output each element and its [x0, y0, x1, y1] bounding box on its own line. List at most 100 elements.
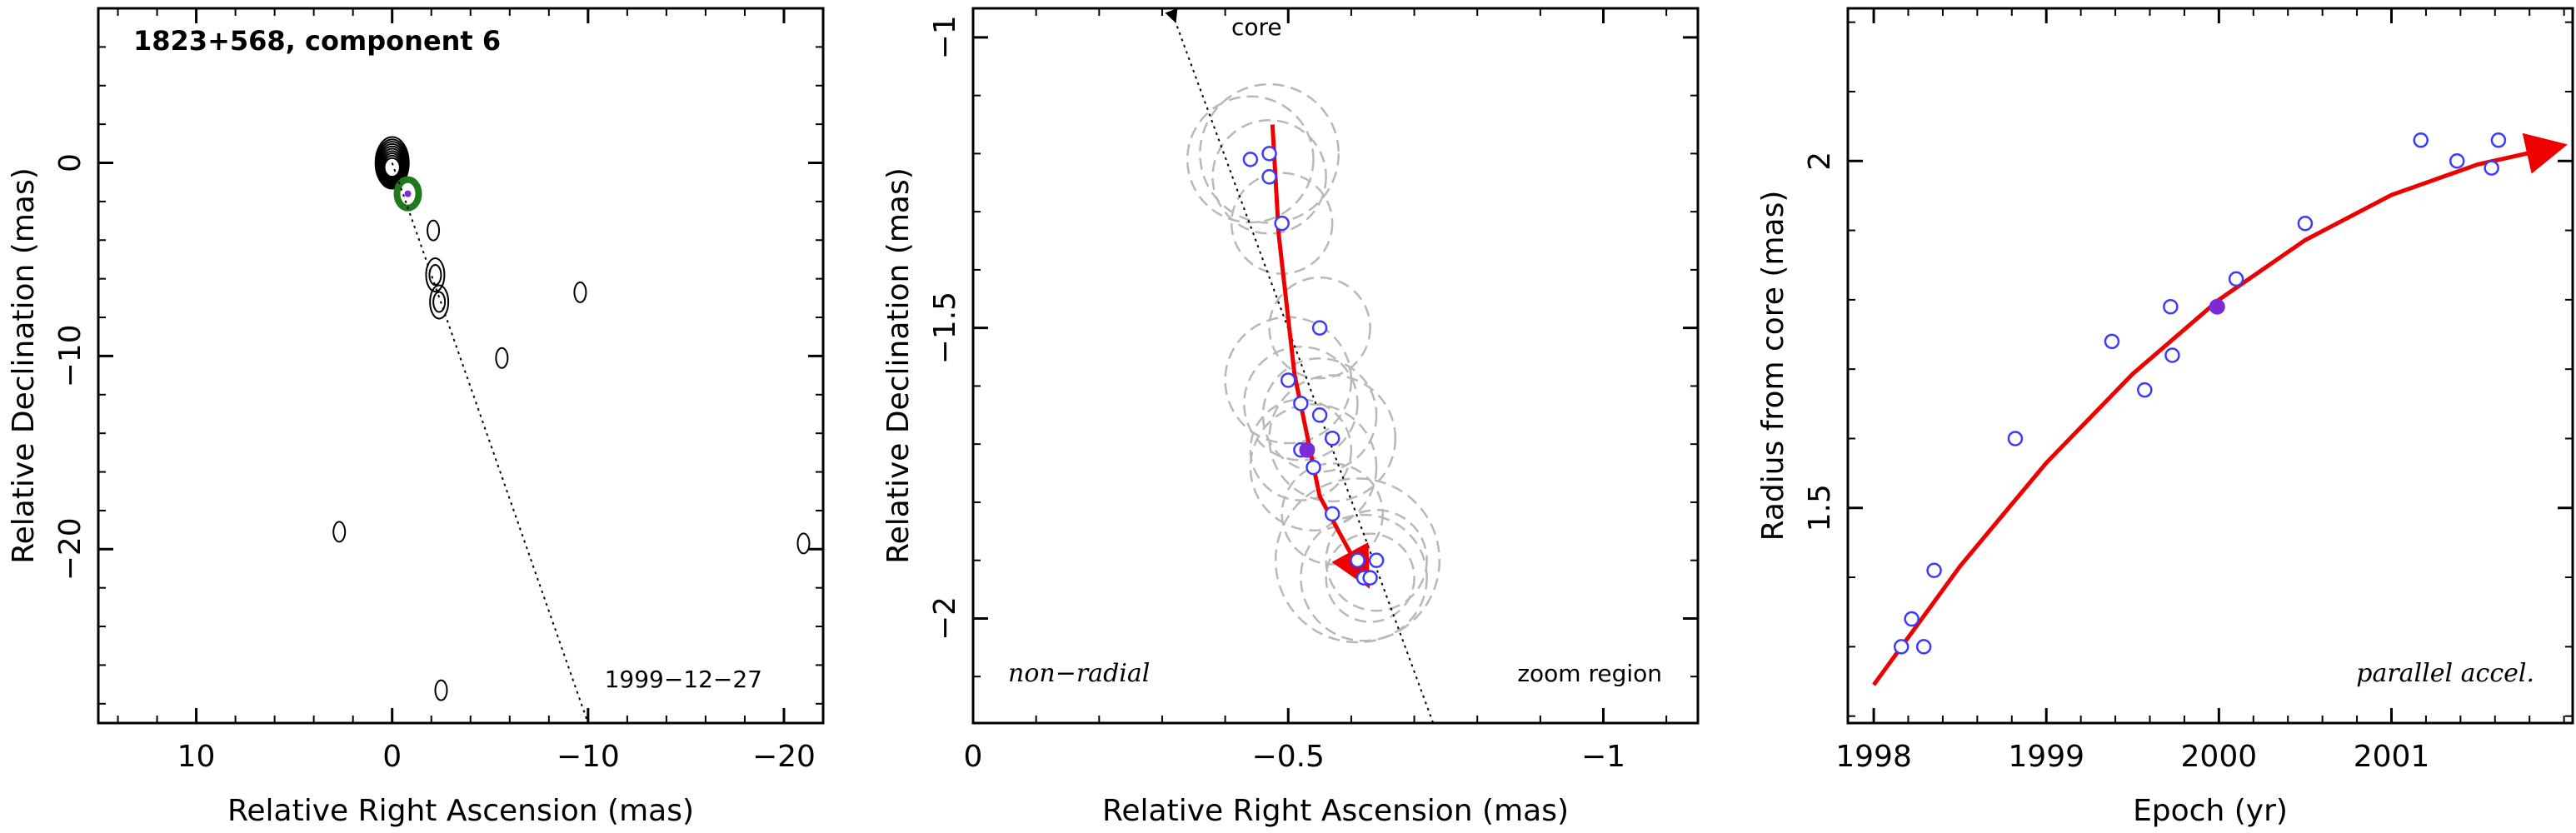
contour-ring: [377, 142, 407, 186]
data-point: [2164, 347, 2180, 363]
contour-ring: [382, 154, 402, 179]
data-point: [2137, 382, 2153, 398]
xtick-label: 0: [382, 740, 402, 774]
contour-ring: [573, 281, 587, 303]
xtick-label: 2000: [2181, 740, 2258, 774]
contour-ring: [429, 284, 450, 320]
contour-ring: [380, 150, 404, 182]
panel-2-ylabel: Relative Declination (mas): [881, 167, 916, 564]
panel-3-frame: [1846, 7, 2574, 725]
panel-3-xlabel: Epoch (yr): [2133, 794, 2288, 828]
ytick-label: 0: [53, 153, 87, 172]
contour-ring: [383, 157, 401, 178]
data-point: [1311, 407, 1328, 423]
panel-2-points: [1242, 146, 1385, 586]
panel-3-points: [1893, 132, 2507, 655]
contour-ring: [382, 152, 403, 181]
contour-ring: [495, 347, 509, 369]
xtick-label: 1999: [2008, 740, 2084, 774]
error-circle: [1274, 477, 1441, 644]
panel-3-ticks: 1998 1999 2000 2001 1.5 2: [1803, 8, 2573, 774]
xtick-label: 0: [964, 740, 983, 774]
error-circle: [1268, 276, 1371, 380]
panel-1-contour-map: 10 0 −10 −20 0 −10 −20 1823+568, component 6 1…: [7, 7, 825, 828]
highlighted-data-point: [2209, 298, 2225, 315]
data-point: [1926, 562, 1942, 578]
panel-3-plot-area: [1872, 132, 2568, 686]
data-point: [2297, 215, 2314, 232]
panel-1-ylabel: Relative Declination (mas): [7, 167, 41, 564]
ytick-label: −20: [53, 517, 87, 581]
panel-2-zoom-region: 0 −0.5 −1 −1 −1.5 −2 core non−radial zoom reg…: [881, 7, 1700, 828]
ytick-label: 1.5: [1803, 484, 1837, 531]
xtick-label: −20: [752, 740, 816, 774]
contour-ring: [428, 264, 442, 287]
contour-ring: [332, 521, 347, 543]
error-circle: [1249, 403, 1378, 531]
component-position-marker: [404, 190, 412, 197]
panel-3-fit-curve: [1872, 132, 2568, 686]
data-point: [1904, 611, 1920, 627]
contour-ring: [432, 291, 447, 313]
data-point: [2007, 431, 2024, 446]
data-point: [1305, 459, 1321, 476]
xtick-label: −0.5: [1252, 740, 1325, 774]
data-point: [2449, 153, 2465, 169]
data-point: [1324, 506, 1340, 522]
data-point: [1281, 372, 1296, 388]
contour-ring: [375, 138, 409, 188]
error-circle: [1186, 95, 1315, 224]
error-circle: [1325, 508, 1428, 612]
data-point: [1274, 215, 1290, 232]
xtick-label: −1: [1581, 740, 1625, 774]
contour-ring: [374, 136, 410, 190]
panel-1-xlabel: Relative Right Ascension (mas): [227, 794, 694, 828]
xtick-label: −10: [557, 740, 620, 774]
data-point: [1311, 320, 1328, 336]
panel-1-date-annotation: 1999−12−27: [605, 666, 762, 693]
data-point: [1893, 639, 1910, 655]
panel-2-core-label: core: [1231, 13, 1282, 41]
error-circle: [1199, 82, 1340, 224]
error-circle: [1268, 374, 1397, 503]
panel-2-core-direction-line: [1165, 8, 1435, 723]
error-circle: [1325, 532, 1415, 623]
panel-1-contour-group: [332, 136, 811, 701]
data-point: [2228, 271, 2244, 287]
panel-1-plot-area: [332, 136, 811, 723]
error-circle: [1300, 513, 1428, 642]
data-point: [1368, 552, 1385, 568]
panel-2-fit-track: [1270, 124, 1370, 589]
panel-2-xlabel: Relative Right Ascension (mas): [1102, 794, 1569, 828]
error-circle: [1211, 118, 1327, 235]
ytick-label: −2: [928, 596, 962, 641]
panel-2-left-annotation: non−radial: [1008, 659, 1150, 688]
data-point: [2490, 132, 2507, 148]
contour-ring: [796, 532, 811, 555]
data-point: [1293, 396, 1309, 412]
error-circle: [1249, 398, 1353, 501]
panel-3-annotation: parallel accel.: [2356, 659, 2534, 688]
panel-1-ticks: 10 0 −10 −20 0 −10 −20: [53, 7, 824, 774]
contour-ring: [379, 147, 405, 183]
panel-2-error-circles: [1186, 82, 1441, 644]
ytick-label: −1.5: [928, 292, 962, 364]
panel-2-right-annotation: zoom region: [1517, 660, 1662, 687]
panel-1-jet-direction-line: [391, 162, 589, 723]
data-point: [2413, 132, 2429, 148]
data-point: [2484, 160, 2499, 176]
error-circle: [1243, 346, 1359, 461]
panel-2-plot-area: [1165, 8, 1441, 723]
contour-ring: [425, 257, 446, 293]
contour-ring: [427, 219, 441, 242]
highlighted-data-point: [1299, 441, 1315, 458]
data-point: [1915, 639, 1932, 655]
ytick-label: −10: [53, 324, 87, 387]
data-point: [1350, 552, 1365, 568]
xtick-label: 10: [177, 740, 216, 774]
data-point: [1242, 152, 1259, 167]
panel-3-radius-vs-epoch: 1998 1999 2000 2001 1.5 2 parallel accel. Epo…: [1756, 7, 2574, 828]
data-point: [1261, 169, 1277, 185]
ytick-label: 2: [1803, 152, 1837, 171]
panel-1-title: 1823+568, component 6: [133, 25, 501, 57]
